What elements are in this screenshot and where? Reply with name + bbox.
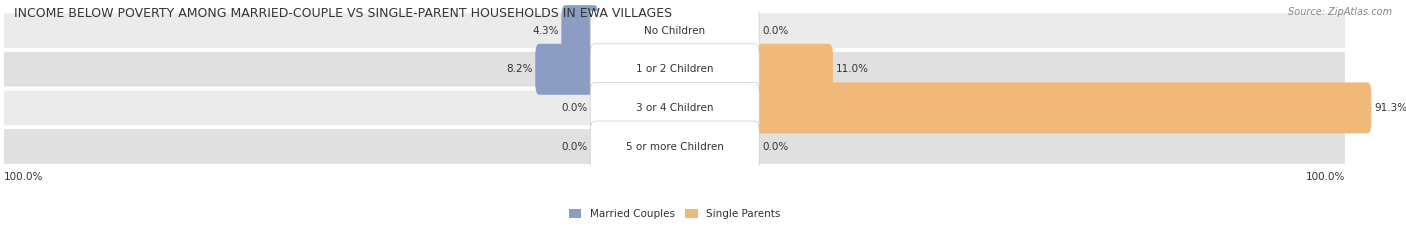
Text: 8.2%: 8.2% [506, 64, 533, 74]
FancyBboxPatch shape [536, 44, 599, 95]
Text: 91.3%: 91.3% [1374, 103, 1406, 113]
FancyBboxPatch shape [561, 5, 599, 56]
Legend: Married Couples, Single Parents: Married Couples, Single Parents [569, 209, 780, 219]
FancyBboxPatch shape [751, 82, 1371, 134]
Text: 0.0%: 0.0% [561, 142, 588, 151]
Text: 3 or 4 Children: 3 or 4 Children [636, 103, 713, 113]
FancyBboxPatch shape [4, 91, 1346, 125]
Text: 5 or more Children: 5 or more Children [626, 142, 724, 151]
FancyBboxPatch shape [591, 44, 759, 95]
Text: 1 or 2 Children: 1 or 2 Children [636, 64, 713, 74]
Text: 0.0%: 0.0% [762, 142, 789, 151]
Text: 0.0%: 0.0% [561, 103, 588, 113]
Text: 11.0%: 11.0% [835, 64, 869, 74]
Text: No Children: No Children [644, 26, 706, 36]
Text: 4.3%: 4.3% [533, 26, 558, 36]
FancyBboxPatch shape [591, 5, 759, 56]
Text: 100.0%: 100.0% [4, 172, 44, 182]
FancyBboxPatch shape [4, 129, 1346, 164]
FancyBboxPatch shape [591, 82, 759, 134]
Text: 100.0%: 100.0% [1306, 172, 1346, 182]
Text: INCOME BELOW POVERTY AMONG MARRIED-COUPLE VS SINGLE-PARENT HOUSEHOLDS IN EWA VIL: INCOME BELOW POVERTY AMONG MARRIED-COUPL… [14, 7, 672, 20]
Text: 0.0%: 0.0% [762, 26, 789, 36]
Text: Source: ZipAtlas.com: Source: ZipAtlas.com [1288, 7, 1392, 17]
FancyBboxPatch shape [4, 13, 1346, 48]
FancyBboxPatch shape [751, 44, 832, 95]
FancyBboxPatch shape [591, 121, 759, 172]
FancyBboxPatch shape [4, 52, 1346, 87]
